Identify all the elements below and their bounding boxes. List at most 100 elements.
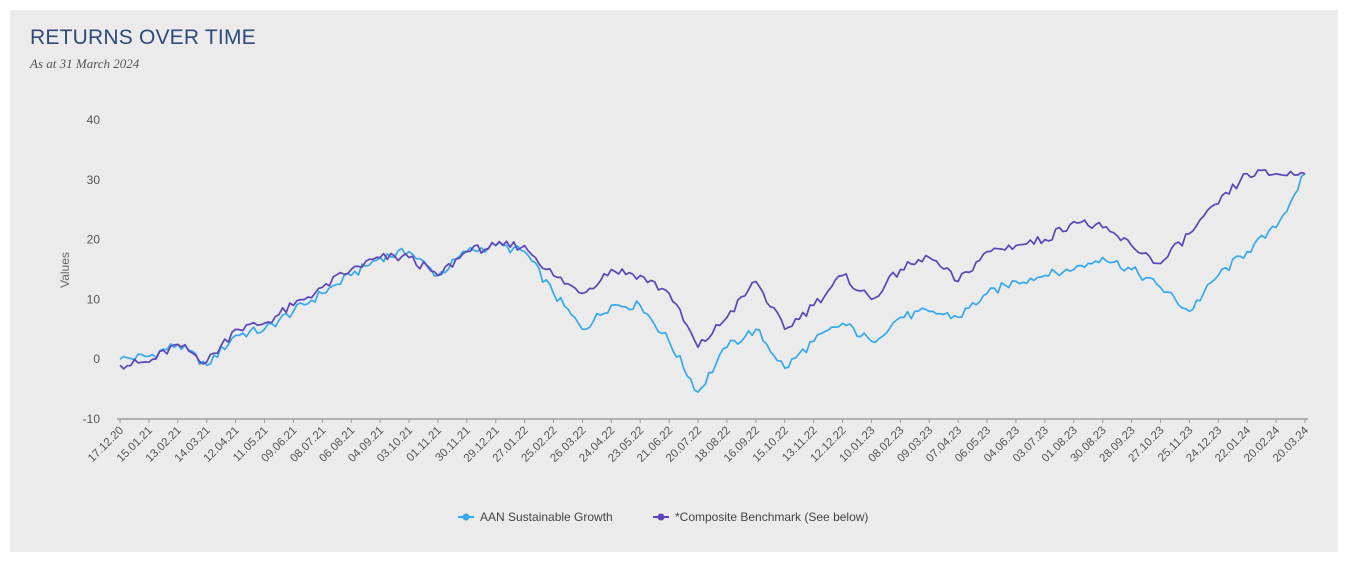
data-point (899, 268, 901, 270)
data-point (234, 328, 236, 330)
data-point (1101, 226, 1103, 228)
y-tick-label: 10 (87, 292, 101, 306)
data-point (957, 316, 959, 318)
data-point (986, 292, 988, 294)
x-axis-ticks: 17.12.2015.01.2113.02.2114.03.2112.04.21… (86, 419, 1312, 465)
y-tick-label: 20 (87, 233, 101, 247)
legend-item-fund[interactable]: AAN Sustainable Growth (458, 510, 613, 524)
data-point (1101, 256, 1103, 258)
data-point (841, 322, 843, 324)
data-point (206, 361, 208, 363)
data-point (1073, 268, 1075, 270)
data-point (1044, 274, 1046, 276)
data-point (1130, 268, 1132, 270)
data-point (263, 328, 265, 330)
data-point (1188, 310, 1190, 312)
page-title: RETURNS OVER TIME (30, 26, 256, 49)
data-point (784, 328, 786, 330)
y-axis-label: Values (58, 252, 72, 288)
data-point (755, 280, 757, 282)
data-point (263, 322, 265, 324)
data-point (177, 343, 179, 345)
data-point (437, 274, 439, 276)
data-point (726, 346, 728, 348)
legend-label: *Composite Benchmark (See below) (675, 510, 868, 524)
data-point (784, 367, 786, 369)
data-point (1130, 244, 1132, 246)
data-point (812, 304, 814, 306)
data-point (408, 256, 410, 258)
data-point (899, 316, 901, 318)
data-point (610, 304, 612, 306)
data-point (523, 244, 525, 246)
data-point (1304, 173, 1306, 175)
data-point (292, 304, 294, 306)
data-point (1015, 244, 1017, 246)
data-point (1246, 250, 1248, 252)
data-point (697, 391, 699, 393)
data-point (1275, 226, 1277, 228)
legend-item-benchmark[interactable]: *Composite Benchmark (See below) (653, 510, 868, 524)
data-point (321, 286, 323, 288)
data-point (1188, 232, 1190, 234)
data-point (812, 340, 814, 342)
data-point (581, 292, 583, 294)
series-line-benchmark (119, 168, 1306, 370)
data-point (610, 268, 612, 270)
data-point (206, 364, 208, 366)
data-point (119, 358, 121, 360)
data-point (986, 250, 988, 252)
data-point (639, 274, 641, 276)
y-tick-label: -10 (83, 412, 101, 426)
data-point (726, 316, 728, 318)
data-point (1217, 274, 1219, 276)
page-subtitle: As at 31 March 2024 (30, 56, 140, 71)
data-point (552, 292, 554, 294)
data-point (870, 340, 872, 342)
chart-card (10, 10, 1338, 552)
series-line-fund (119, 173, 1306, 393)
data-point (697, 346, 699, 348)
data-point (408, 250, 410, 252)
data-point (292, 310, 294, 312)
data-point (350, 268, 352, 270)
data-point (668, 340, 670, 342)
data-point (668, 292, 670, 294)
chart-legend: AAN Sustainable Growth *Composite Benchma… (458, 510, 868, 524)
series-lines (119, 168, 1306, 393)
y-axis-ticks: -10 0 10 20 30 40 (83, 113, 101, 426)
data-point (119, 364, 121, 366)
data-point (928, 310, 930, 312)
data-point (1159, 286, 1161, 288)
legend-swatch-marker (657, 513, 665, 521)
data-point (1275, 173, 1277, 175)
data-point (1246, 173, 1248, 175)
y-tick-label: 0 (93, 352, 100, 366)
data-point (148, 355, 150, 357)
data-point (928, 256, 930, 258)
y-tick-label: 30 (87, 173, 101, 187)
data-point (523, 250, 525, 252)
data-point (841, 274, 843, 276)
data-point (321, 292, 323, 294)
data-point (495, 244, 497, 246)
y-tick-label: 40 (87, 113, 101, 127)
data-point (639, 304, 641, 306)
data-point (1159, 262, 1161, 264)
data-point (870, 298, 872, 300)
data-point (957, 280, 959, 282)
data-point (1015, 280, 1017, 282)
data-point (581, 328, 583, 330)
data-point (755, 328, 757, 330)
data-point (1044, 238, 1046, 240)
data-point (466, 250, 468, 252)
data-point (148, 361, 150, 363)
data-point (379, 256, 381, 258)
data-point (1073, 220, 1075, 222)
legend-label: AAN Sustainable Growth (480, 510, 613, 524)
legend-swatch-marker (462, 513, 470, 521)
data-point (1217, 203, 1219, 205)
data-point (350, 274, 352, 276)
data-point (234, 334, 236, 336)
